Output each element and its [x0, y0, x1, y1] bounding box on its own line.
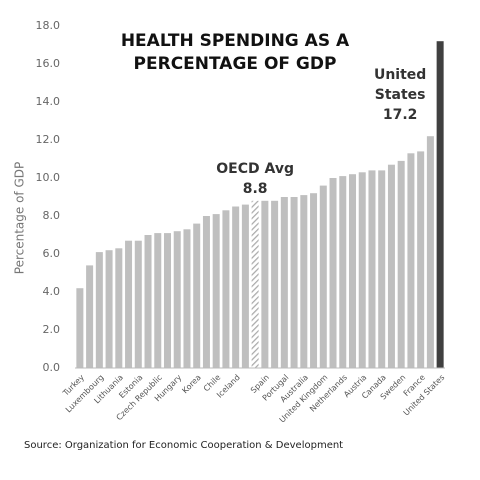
y-axis-label: Percentage of GDP: [13, 162, 27, 274]
bar: [134, 240, 142, 368]
bar: [378, 170, 386, 368]
bar: [202, 216, 210, 368]
bar: [125, 240, 133, 368]
bar: [105, 250, 113, 368]
y-tick-label: 8.0: [43, 209, 61, 222]
bar: [115, 248, 123, 368]
value-label: 8.8: [242, 180, 268, 197]
bar: [144, 235, 152, 368]
value-label: 17.2: [382, 107, 418, 124]
bar: [86, 265, 94, 368]
bar: [368, 170, 376, 368]
bar: [222, 210, 230, 368]
y-tick-label: 0.0: [43, 361, 61, 374]
bar: [251, 200, 259, 368]
bar: [300, 195, 308, 368]
annotation: United States: [373, 67, 427, 104]
bar: [280, 197, 288, 368]
y-tick-label: 12.0: [36, 133, 61, 146]
bar: [290, 197, 298, 368]
bar: [193, 223, 201, 368]
y-tick-label: 4.0: [43, 285, 61, 298]
chart-title: HEALTH SPENDING AS A PERCENTAGE OF GDP: [120, 31, 350, 74]
bar: [339, 176, 347, 368]
bar: [154, 233, 162, 368]
bar: [319, 185, 327, 368]
bar: [387, 164, 395, 368]
bar: [76, 288, 84, 368]
bar: [163, 233, 172, 368]
bar: [173, 231, 181, 368]
y-tick-label: 10.0: [36, 171, 61, 184]
bar: [397, 160, 405, 368]
source: Source: Organization for Economic Cooper…: [24, 440, 344, 451]
bar: [271, 200, 279, 368]
bar: [329, 178, 337, 368]
bar: [232, 206, 240, 368]
bar: [183, 229, 191, 368]
bar: [436, 41, 444, 368]
bar: [212, 214, 220, 368]
y-tick-label: 18.0: [36, 19, 61, 32]
bar: [95, 252, 103, 368]
y-tick-label: 14.0: [36, 95, 61, 108]
x-tick-label: Korea: [180, 373, 202, 395]
bar: [261, 200, 269, 368]
bar: [348, 174, 357, 368]
bar: [241, 204, 249, 368]
bar: [417, 151, 425, 368]
y-tick-label: 16.0: [36, 57, 61, 70]
y-tick-label: 2.0: [43, 323, 61, 336]
annotation: OECD Avg: [216, 160, 294, 177]
bar: [358, 172, 366, 368]
bar: [426, 136, 434, 368]
y-tick-label: 6.0: [43, 247, 61, 260]
bar: [407, 153, 415, 368]
bar: [310, 193, 318, 368]
